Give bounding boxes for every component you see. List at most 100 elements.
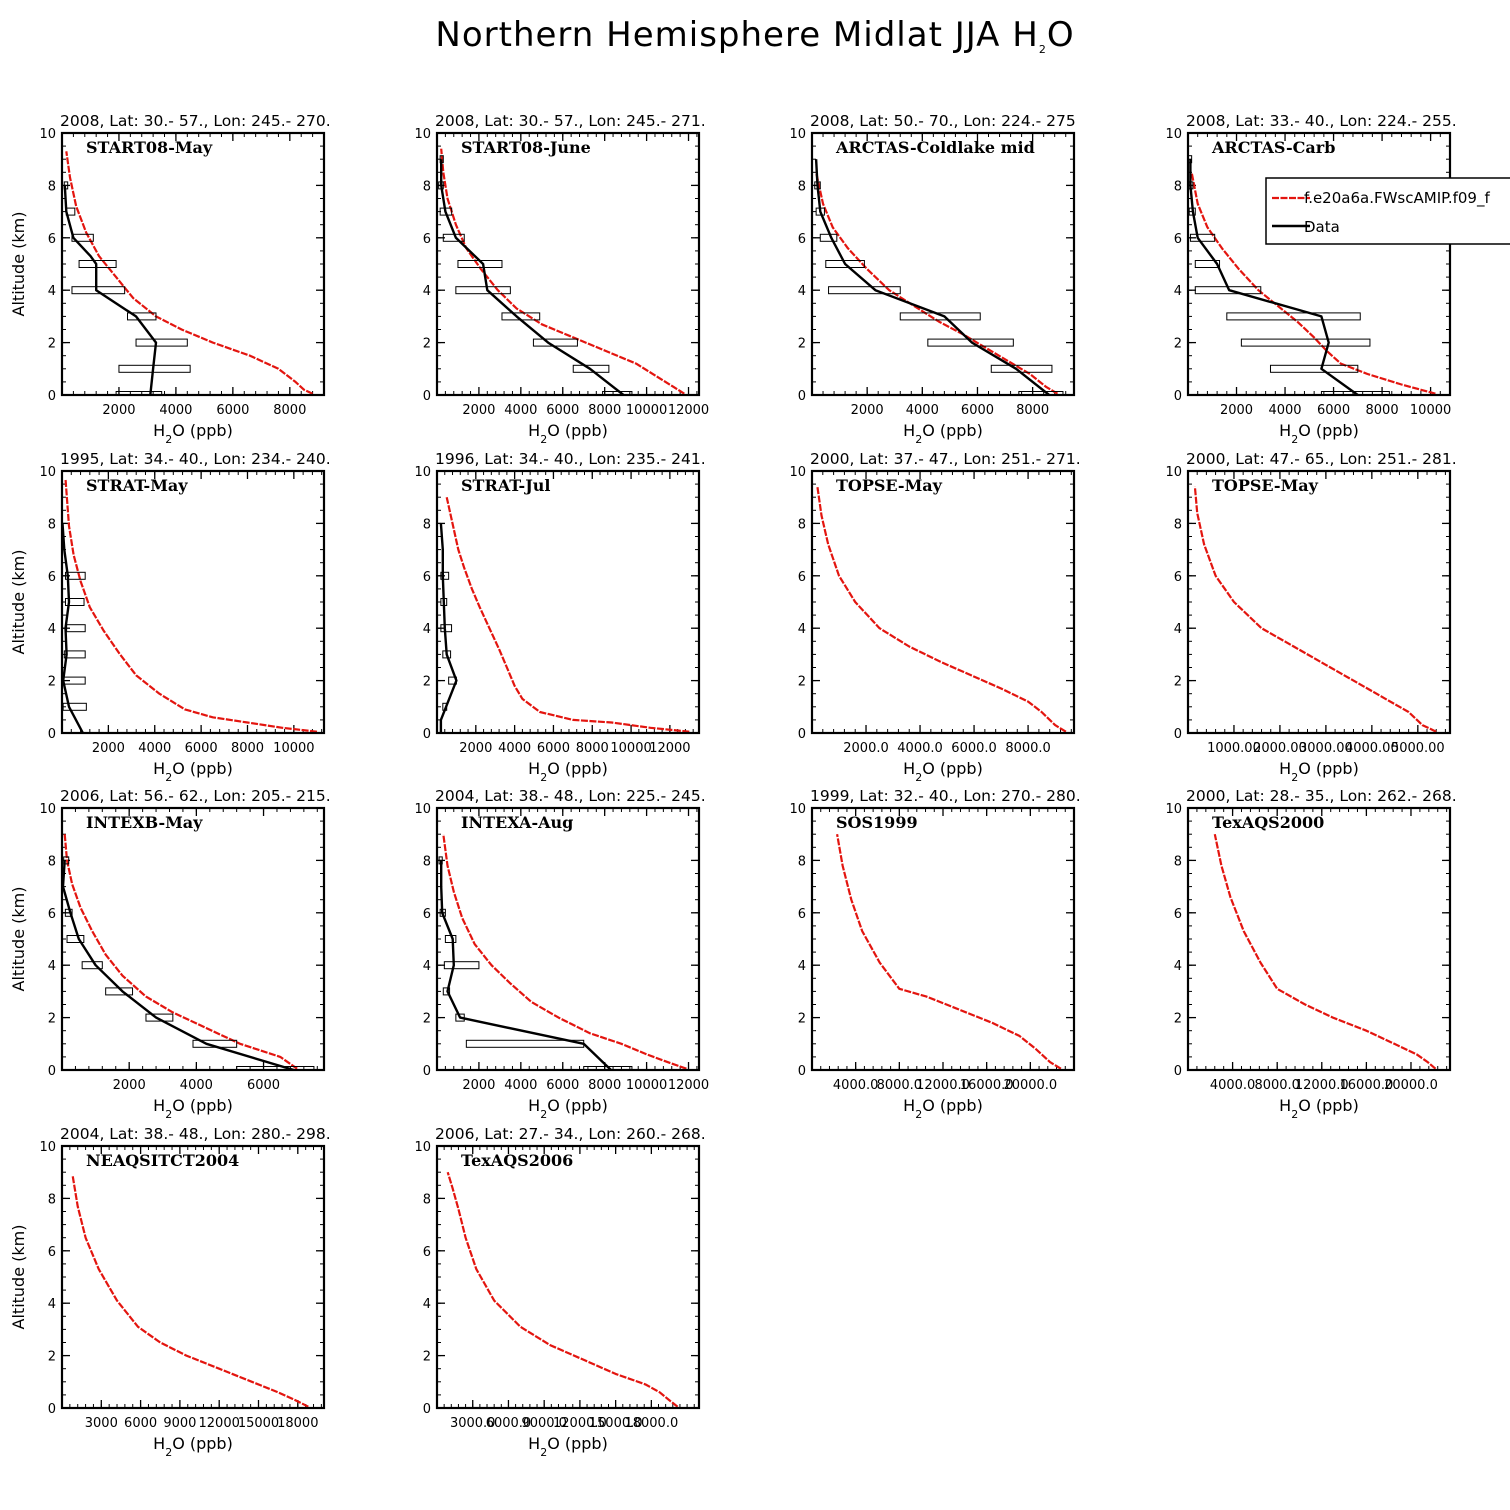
- y-axis-label: Altitude (km): [9, 212, 28, 317]
- x-tick-label: 4000.0: [897, 741, 943, 756]
- y-tick-label: 2: [48, 1350, 56, 1365]
- x-tick-label: 2000: [92, 741, 125, 756]
- model-profile-line: [836, 834, 1062, 1070]
- model-profile-line: [65, 151, 314, 395]
- y-tick-label: 2: [1174, 1012, 1182, 1027]
- data-range-box: [78, 260, 117, 268]
- x-tick-label: 4000: [504, 1078, 537, 1093]
- y-tick-label: 2: [423, 675, 431, 690]
- panel-5: 1995, Lat: 34.- 40., Lon: 234.- 240. 2000…: [9, 450, 331, 784]
- panel-header: 2006, Lat: 56.- 62., Lon: 205.- 215.: [60, 787, 331, 805]
- data-range-box: [71, 233, 94, 242]
- y-tick-label: 8: [423, 179, 431, 194]
- x-tick-label: 18000.0: [624, 1416, 678, 1431]
- x-tick-label: 2000: [851, 403, 884, 418]
- data-profile-line: [1189, 159, 1359, 395]
- panel-frame: [810, 469, 1076, 735]
- panel-12: 2000, Lat: 28.- 35., Lon: 262.- 268. 4000…: [1165, 787, 1456, 1121]
- plot-area: [816, 486, 1067, 733]
- panel-header: 2008, Lat: 30.- 57., Lon: 245.- 270.: [60, 112, 331, 130]
- panel-7: 2000, Lat: 37.- 47., Lon: 251.- 271. 2000…: [789, 450, 1080, 784]
- y-tick-label: 6: [423, 907, 431, 922]
- panel-header: 2000, Lat: 47.- 65., Lon: 251.- 281.: [1186, 450, 1457, 468]
- panel-label: STRAT-Jul: [461, 476, 550, 495]
- y-tick-label: 4: [1174, 959, 1182, 974]
- y-tick-label: 8: [798, 179, 806, 194]
- y-tick-label: 8: [48, 1192, 56, 1207]
- panel-11: 1999, Lat: 32.- 40., Lon: 270.- 280. 4000…: [789, 787, 1080, 1121]
- model-profile-line: [446, 1171, 679, 1408]
- y-tick-label: 10: [39, 802, 56, 817]
- data-range-box: [465, 1039, 585, 1048]
- x-tick-label: 2000: [1220, 403, 1253, 418]
- y-tick-label: 0: [48, 1402, 56, 1417]
- y-tick-label: 2: [1174, 675, 1182, 690]
- panel-frame: [810, 131, 1076, 397]
- y-tick-label: 10: [39, 465, 56, 480]
- data-profile-line: [62, 860, 295, 1070]
- plot-area: [63, 151, 314, 395]
- x-tick-label: 12000: [199, 1416, 240, 1431]
- panels: 2008, Lat: 30.- 57., Lon: 245.- 270.2000…: [9, 112, 1457, 1459]
- x-tick-label: 8000: [273, 403, 306, 418]
- x-tick-label: 15000: [238, 1416, 279, 1431]
- x-tick-label: 18000: [277, 1416, 318, 1431]
- y-tick-label: 4: [423, 622, 431, 637]
- panel-header: 1995, Lat: 34.- 40., Lon: 234.- 240.: [60, 450, 331, 468]
- y-tick-label: 6: [798, 232, 806, 247]
- y-tick-label: 0: [1174, 727, 1182, 742]
- y-tick-label: 4: [1174, 284, 1182, 299]
- y-tick-label: 2: [48, 675, 56, 690]
- y-tick-label: 2: [798, 337, 806, 352]
- y-tick-label: 0: [1174, 389, 1182, 404]
- y-axis-label: Altitude (km): [9, 550, 28, 655]
- y-tick-label: 4: [423, 959, 431, 974]
- legend-box: [1265, 177, 1510, 245]
- data-profile-line: [440, 159, 625, 395]
- plot-area: [836, 834, 1062, 1070]
- panel-label: INTEXA-Aug: [461, 813, 573, 832]
- x-tick-label: 6000: [185, 741, 218, 756]
- y-tick-label: 10: [414, 802, 431, 817]
- panel-label: NEAQSITCT2004: [86, 1151, 239, 1170]
- x-tick-label: 9000: [163, 1416, 196, 1431]
- y-tick-label: 0: [798, 727, 806, 742]
- y-tick-label: 10: [414, 465, 431, 480]
- model-profile-line: [442, 834, 687, 1070]
- model-profile-line: [445, 496, 690, 733]
- panel-label: ARCTAS-Carb: [1211, 138, 1335, 157]
- data-range-box: [819, 233, 838, 242]
- panel-frame: [435, 469, 701, 735]
- x-tick-label: 8000: [231, 741, 264, 756]
- panel-label: TOPSE-May: [1212, 476, 1319, 495]
- panel-frame: [60, 806, 326, 1072]
- panel-label: START08-May: [86, 138, 213, 157]
- panel-1: 2008, Lat: 30.- 57., Lon: 245.- 270. 2000…: [9, 112, 331, 446]
- panel-6: 1996, Lat: 34.- 40., Lon: 235.- 241. 2000…: [414, 450, 705, 784]
- x-tick-label: 12000: [649, 741, 690, 756]
- x-tick-label: 16000.0: [1340, 1078, 1394, 1093]
- x-axis-label: H2O (ppb): [153, 759, 233, 784]
- x-tick-label: 2000: [113, 1078, 146, 1093]
- y-axis-label: Altitude (km): [9, 887, 28, 992]
- data-profile-line: [62, 523, 84, 733]
- plot-area: [71, 1174, 309, 1408]
- y-tick-label: 6: [798, 907, 806, 922]
- y-tick-label: 4: [423, 284, 431, 299]
- x-axis-label: H2O (ppb): [528, 1096, 608, 1121]
- x-axis-label: H2O (ppb): [903, 1096, 983, 1121]
- y-tick-label: 2: [48, 1012, 56, 1027]
- data-range-box: [440, 571, 450, 580]
- panel-header: 1999, Lat: 32.- 40., Lon: 270.- 280.: [810, 787, 1081, 805]
- data-range-box: [927, 338, 1014, 347]
- y-tick-label: 10: [789, 802, 806, 817]
- data-profile-line: [63, 185, 158, 395]
- x-axis-label: H2O (ppb): [528, 1434, 608, 1459]
- panel-header: 2000, Lat: 28.- 35., Lon: 262.- 268.: [1186, 787, 1457, 805]
- data-range-box: [236, 1066, 315, 1070]
- x-tick-label: 6000: [537, 741, 570, 756]
- data-range-box: [1018, 391, 1064, 395]
- panel-label: ARCTAS-Coldlake mid: [835, 138, 1035, 157]
- data-range-box: [828, 286, 901, 295]
- data-range-box: [532, 338, 578, 347]
